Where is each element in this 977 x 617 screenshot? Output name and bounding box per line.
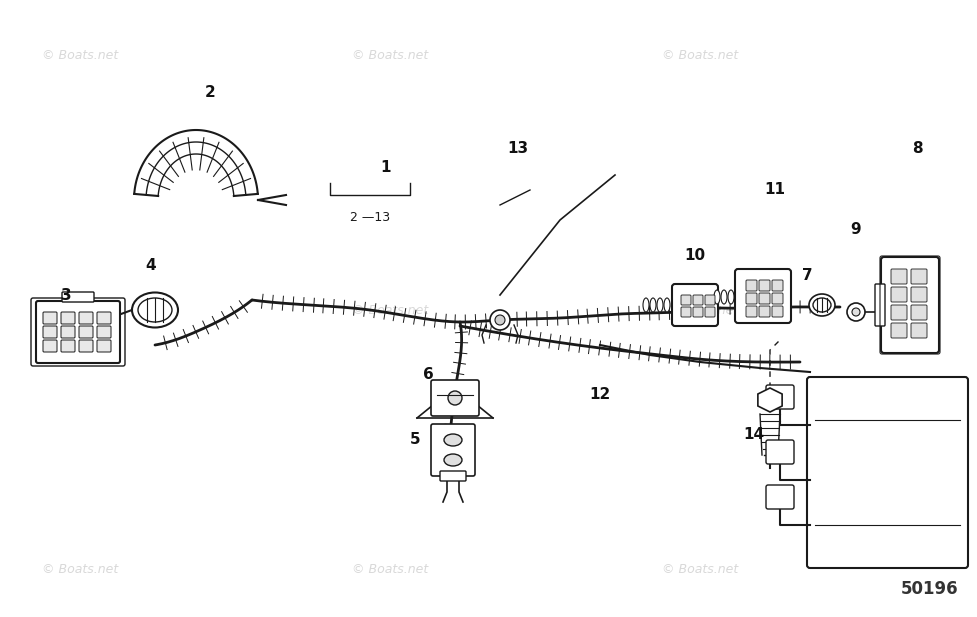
Polygon shape <box>757 388 782 412</box>
Ellipse shape <box>720 290 726 304</box>
Text: © Boats.net: © Boats.net <box>661 304 738 317</box>
FancyBboxPatch shape <box>79 340 93 352</box>
Text: © Boats.net: © Boats.net <box>661 49 738 62</box>
FancyBboxPatch shape <box>97 340 110 352</box>
Text: 7: 7 <box>801 268 812 283</box>
FancyBboxPatch shape <box>704 295 714 305</box>
FancyBboxPatch shape <box>758 306 769 317</box>
FancyBboxPatch shape <box>880 257 938 353</box>
Text: 2 —13: 2 —13 <box>350 211 390 224</box>
FancyBboxPatch shape <box>704 307 714 317</box>
FancyBboxPatch shape <box>97 312 110 324</box>
Text: 4: 4 <box>146 257 156 273</box>
Text: 9: 9 <box>850 223 861 238</box>
Ellipse shape <box>444 454 461 466</box>
FancyBboxPatch shape <box>771 293 783 304</box>
Text: 1: 1 <box>380 160 391 175</box>
Ellipse shape <box>657 298 662 312</box>
Text: 14: 14 <box>743 428 764 442</box>
Text: © Boats.net: © Boats.net <box>42 563 118 576</box>
FancyBboxPatch shape <box>745 306 756 317</box>
FancyBboxPatch shape <box>431 424 475 476</box>
Text: 12: 12 <box>589 387 610 402</box>
Circle shape <box>851 308 859 316</box>
FancyBboxPatch shape <box>43 340 57 352</box>
Ellipse shape <box>812 298 830 312</box>
FancyBboxPatch shape <box>765 485 793 509</box>
FancyBboxPatch shape <box>758 293 769 304</box>
FancyBboxPatch shape <box>62 292 94 302</box>
Ellipse shape <box>132 292 178 328</box>
FancyBboxPatch shape <box>97 326 110 338</box>
Text: © Boats.net: © Boats.net <box>42 49 118 62</box>
Circle shape <box>489 310 509 330</box>
Ellipse shape <box>808 294 834 316</box>
Text: © Boats.net: © Boats.net <box>352 563 428 576</box>
FancyBboxPatch shape <box>910 269 926 284</box>
FancyBboxPatch shape <box>890 269 906 284</box>
FancyBboxPatch shape <box>680 295 691 305</box>
FancyBboxPatch shape <box>693 307 702 317</box>
FancyBboxPatch shape <box>61 326 75 338</box>
FancyBboxPatch shape <box>671 284 717 326</box>
FancyBboxPatch shape <box>745 280 756 291</box>
FancyBboxPatch shape <box>36 301 120 363</box>
Text: 8: 8 <box>911 141 921 155</box>
FancyBboxPatch shape <box>61 312 75 324</box>
Text: 2: 2 <box>204 85 215 99</box>
FancyBboxPatch shape <box>758 280 769 291</box>
Circle shape <box>494 315 504 325</box>
Text: © Boats.net: © Boats.net <box>352 49 428 62</box>
FancyBboxPatch shape <box>440 471 465 481</box>
FancyBboxPatch shape <box>910 287 926 302</box>
Text: 3: 3 <box>61 288 71 302</box>
Ellipse shape <box>663 298 669 312</box>
Text: 50196: 50196 <box>900 580 957 598</box>
Text: 10: 10 <box>684 247 704 262</box>
FancyBboxPatch shape <box>431 380 479 416</box>
Circle shape <box>846 303 864 321</box>
Ellipse shape <box>444 434 461 446</box>
FancyBboxPatch shape <box>693 295 702 305</box>
FancyBboxPatch shape <box>765 440 793 464</box>
FancyBboxPatch shape <box>43 326 57 338</box>
FancyBboxPatch shape <box>890 305 906 320</box>
Ellipse shape <box>650 298 656 312</box>
Circle shape <box>447 391 461 405</box>
FancyBboxPatch shape <box>771 306 783 317</box>
FancyBboxPatch shape <box>910 305 926 320</box>
Text: © Boats.net: © Boats.net <box>352 304 428 317</box>
Text: 11: 11 <box>764 183 785 197</box>
FancyBboxPatch shape <box>43 312 57 324</box>
FancyBboxPatch shape <box>890 287 906 302</box>
FancyBboxPatch shape <box>735 269 790 323</box>
Text: 6: 6 <box>422 368 433 383</box>
FancyBboxPatch shape <box>61 340 75 352</box>
FancyBboxPatch shape <box>79 326 93 338</box>
FancyBboxPatch shape <box>79 312 93 324</box>
FancyBboxPatch shape <box>680 307 691 317</box>
Ellipse shape <box>727 290 734 304</box>
Text: 13: 13 <box>507 141 528 155</box>
Text: 5: 5 <box>409 433 420 447</box>
FancyBboxPatch shape <box>910 323 926 338</box>
FancyBboxPatch shape <box>765 385 793 409</box>
FancyBboxPatch shape <box>771 280 783 291</box>
FancyBboxPatch shape <box>890 323 906 338</box>
Ellipse shape <box>642 298 649 312</box>
Ellipse shape <box>138 298 172 322</box>
Text: © Boats.net: © Boats.net <box>42 304 118 317</box>
Text: © Boats.net: © Boats.net <box>661 563 738 576</box>
Ellipse shape <box>713 290 719 304</box>
FancyBboxPatch shape <box>874 284 884 326</box>
FancyBboxPatch shape <box>745 293 756 304</box>
